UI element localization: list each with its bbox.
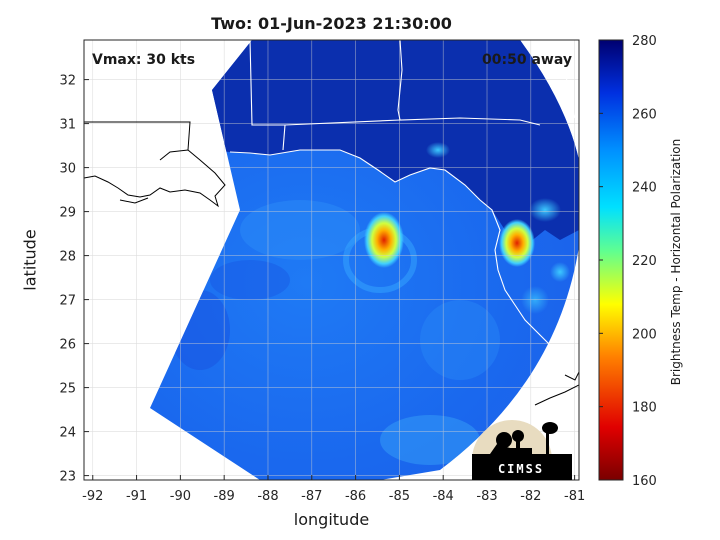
colorbar-tick-label: 160 <box>632 474 657 489</box>
x-tick-label: -82 <box>520 489 541 504</box>
y-tick-label: 28 <box>59 250 76 265</box>
y-axis-ticks: 23 24 25 26 27 28 29 30 31 32 <box>59 74 89 485</box>
keys-coast <box>534 371 579 406</box>
colorbar-tick-label: 220 <box>632 254 657 269</box>
y-tick-label: 29 <box>59 206 76 221</box>
time-away-label: 00:50 away <box>482 52 572 68</box>
colorbar-tick-label: 260 <box>632 107 657 122</box>
x-tick-label: -90 <box>170 489 191 504</box>
x-tick-label: -86 <box>345 489 366 504</box>
x-tick-label: -92 <box>82 489 103 504</box>
x-tick-label: -81 <box>564 489 585 504</box>
colorbar-ticks: 160 180 200 220 240 260 280 <box>599 34 657 489</box>
florida-coast <box>229 40 579 381</box>
vmax-label: Vmax: 30 kts <box>92 52 196 68</box>
x-axis-label: longitude <box>293 510 370 529</box>
coastlines <box>84 121 226 208</box>
y-tick-label: 23 <box>59 470 76 485</box>
x-tick-label: -89 <box>214 489 235 504</box>
x-tick-label: -85 <box>389 489 410 504</box>
colorbar-tick-label: 280 <box>632 34 657 49</box>
x-tick-label: -84 <box>433 489 454 504</box>
x-tick-label: -91 <box>126 489 147 504</box>
y-axis-label: latitude <box>20 229 40 291</box>
y-tick-label: 30 <box>59 162 76 177</box>
x-tick-label: -87 <box>301 489 322 504</box>
colorbar-tick-label: 180 <box>632 401 657 416</box>
x-axis-ticks: -92 -91 -90 -89 -88 -87 -86 -85 -84 -83 -82 -81 <box>82 475 585 504</box>
y-tick-label: 27 <box>59 294 76 309</box>
y-tick-label: 26 <box>59 338 76 353</box>
x-tick-label: -83 <box>476 489 497 504</box>
x-tick-label: -88 <box>257 489 278 504</box>
plot-title: Two: 01-Jun-2023 21:30:00 <box>211 14 452 33</box>
colorbar-tick-label: 200 <box>632 327 657 342</box>
y-tick-label: 32 <box>59 74 76 89</box>
y-tick-label: 25 <box>59 382 76 397</box>
axes-frame <box>83 39 580 481</box>
colorbar-label: Brightness Temp - Horizontal Polarizatio… <box>669 138 683 386</box>
warm-spot-gulf <box>364 212 404 268</box>
land-region <box>200 40 579 250</box>
satellite-swath <box>150 40 579 480</box>
cimss-logo <box>472 420 572 480</box>
colorbar-tick-label: 240 <box>632 181 657 196</box>
warm-spot-florida <box>499 219 535 267</box>
cimss-logo-text: CIMSS <box>497 462 545 476</box>
y-tick-label: 31 <box>59 118 76 133</box>
y-tick-label: 24 <box>59 426 76 441</box>
